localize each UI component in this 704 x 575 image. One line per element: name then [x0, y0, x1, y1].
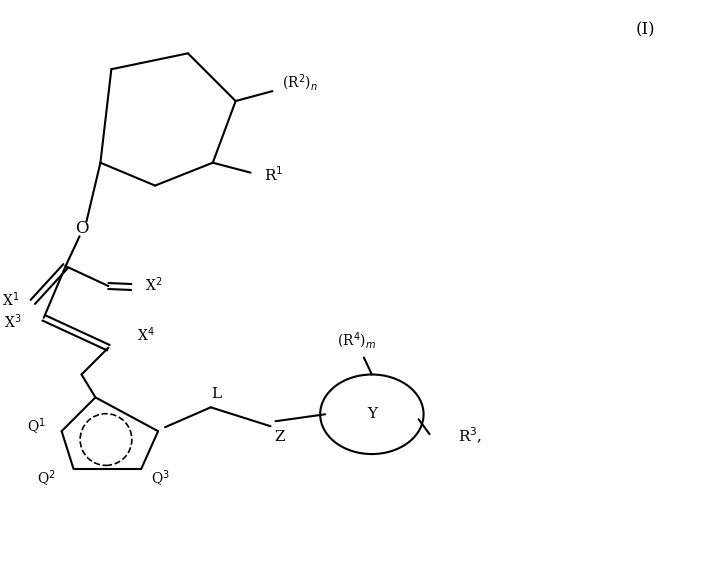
- Text: Q$^1$: Q$^1$: [27, 417, 46, 438]
- Text: X$^4$: X$^4$: [137, 325, 155, 344]
- Text: (I): (I): [636, 21, 655, 38]
- Text: L: L: [210, 388, 221, 401]
- Text: O: O: [75, 220, 88, 237]
- Text: X$^3$: X$^3$: [4, 312, 22, 331]
- Text: X$^2$: X$^2$: [145, 276, 163, 294]
- Text: (R$^4$)$_m$: (R$^4$)$_m$: [337, 331, 377, 351]
- Text: X$^1$: X$^1$: [1, 290, 19, 309]
- Text: Y: Y: [367, 407, 377, 421]
- Text: R$^1$: R$^1$: [265, 165, 284, 184]
- Text: Q$^2$: Q$^2$: [37, 469, 56, 489]
- Text: Q$^3$: Q$^3$: [151, 469, 170, 489]
- Text: Z: Z: [275, 430, 285, 444]
- Text: R$^3$,: R$^3$,: [458, 426, 483, 446]
- Text: (R$^2$)$_n$: (R$^2$)$_n$: [282, 73, 318, 93]
